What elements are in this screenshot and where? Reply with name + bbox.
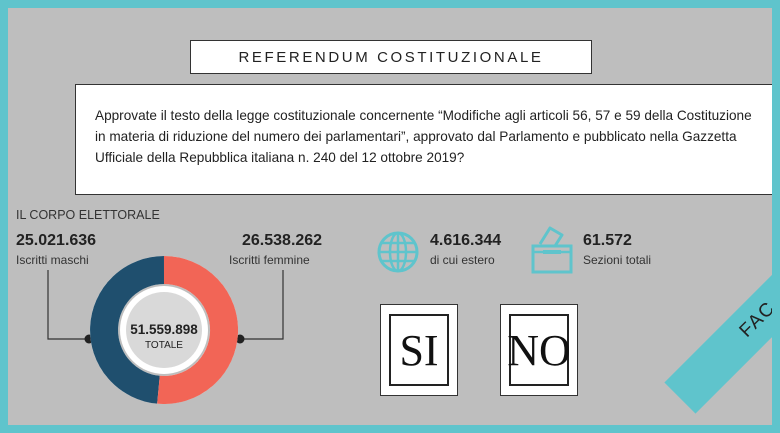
section-title: IL CORPO ELETTORALE — [16, 208, 160, 222]
male-connector — [47, 270, 88, 340]
infographic-panel: REFERENDUM COSTITUZIONALE Approvate il t… — [8, 8, 772, 425]
female-voters-value: 26.538.262 — [242, 232, 323, 249]
total-voters-label: TOTALE — [145, 340, 183, 351]
question-line-1: Approvate il testo della legge costituzi… — [95, 108, 752, 123]
electorate-donut-chart — [90, 256, 238, 404]
abroad-label: di cui estero — [430, 253, 495, 267]
female-connector-dot — [235, 334, 245, 344]
ballot-no-text: NO — [507, 314, 571, 386]
female-segment — [157, 256, 238, 404]
donut-center — [126, 292, 202, 368]
female-voters-label: Iscritti femmine — [229, 253, 310, 267]
abroad-value: 4.616.344 — [430, 232, 502, 249]
male-segment — [90, 256, 165, 404]
question-line-3: Ufficiale della Repubblica italiana n. 2… — [95, 150, 465, 165]
ballot-yes-box: SI — [380, 304, 458, 396]
question-line-2: in materia di riduzione del numero dei p… — [95, 129, 737, 144]
sections-label: Sezioni totali — [583, 253, 652, 267]
referendum-question: Approvate il testo della legge costituzi… — [75, 84, 772, 195]
male-voters-value: 25.021.636 — [16, 232, 97, 249]
globe-icon — [377, 231, 419, 273]
ballot-yes-text: SI — [389, 314, 449, 386]
total-voters-value: 51.559.898 — [130, 322, 198, 337]
male-voters-label: Iscritti maschi — [16, 253, 89, 267]
page-title: REFERENDUM COSTITUZIONALE — [190, 40, 592, 74]
ballot-box-icon — [531, 226, 573, 274]
connector-lines — [47, 270, 284, 344]
ballot-no-box: NO — [500, 304, 578, 396]
female-connector — [240, 270, 284, 340]
sections-value: 61.572 — [583, 232, 632, 249]
